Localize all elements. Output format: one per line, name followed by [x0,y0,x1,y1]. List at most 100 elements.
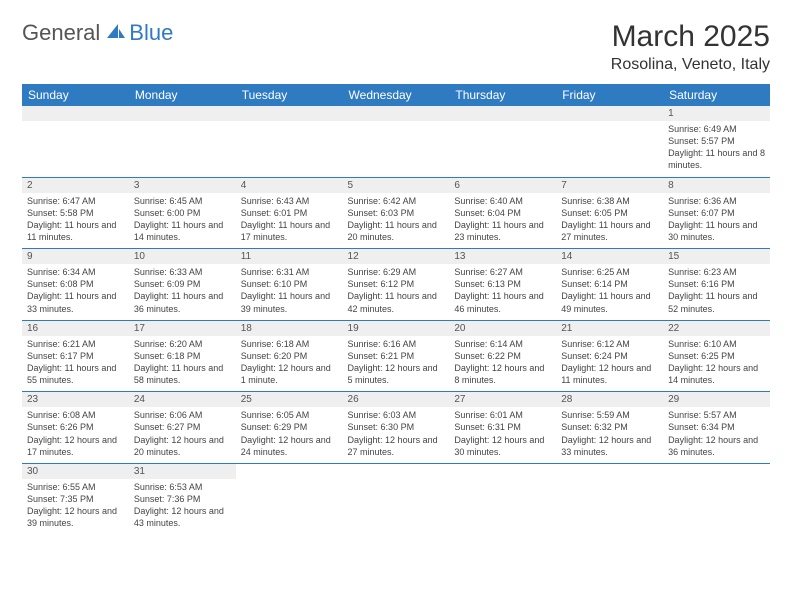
day-details: Sunrise: 6:34 AMSunset: 6:08 PMDaylight:… [22,264,129,320]
daylight-text: Daylight: 11 hours and 27 minutes. [561,219,658,243]
sunset-text: Sunset: 6:05 PM [561,207,658,219]
calendar-day-cell [449,463,556,534]
calendar-day-cell: 26Sunrise: 6:03 AMSunset: 6:30 PMDayligh… [343,392,450,464]
header: General Blue March 2025 Rosolina, Veneto… [22,20,770,74]
day-number: 20 [449,321,556,336]
sunrise-text: Sunrise: 6:10 AM [668,338,765,350]
day-number: 27 [449,392,556,407]
sunrise-text: Sunrise: 6:21 AM [27,338,124,350]
sunset-text: Sunset: 6:21 PM [348,350,445,362]
day-details: Sunrise: 5:57 AMSunset: 6:34 PMDaylight:… [663,407,770,463]
sunrise-text: Sunrise: 6:06 AM [134,409,231,421]
calendar-day-cell [556,106,663,177]
sunrise-text: Sunrise: 6:34 AM [27,266,124,278]
day-details: Sunrise: 6:20 AMSunset: 6:18 PMDaylight:… [129,336,236,392]
day-details: Sunrise: 6:40 AMSunset: 6:04 PMDaylight:… [449,193,556,249]
sunset-text: Sunset: 7:35 PM [27,493,124,505]
daylight-text: Daylight: 11 hours and 30 minutes. [668,219,765,243]
sunset-text: Sunset: 6:32 PM [561,421,658,433]
day-number: 11 [236,249,343,264]
calendar-day-cell: 20Sunrise: 6:14 AMSunset: 6:22 PMDayligh… [449,320,556,392]
sunrise-text: Sunrise: 6:36 AM [668,195,765,207]
sunrise-text: Sunrise: 6:27 AM [454,266,551,278]
day-details: Sunrise: 6:05 AMSunset: 6:29 PMDaylight:… [236,407,343,463]
calendar-day-cell: 21Sunrise: 6:12 AMSunset: 6:24 PMDayligh… [556,320,663,392]
sunset-text: Sunset: 6:25 PM [668,350,765,362]
sunset-text: Sunset: 6:13 PM [454,278,551,290]
sunset-text: Sunset: 6:34 PM [668,421,765,433]
calendar-day-cell: 18Sunrise: 6:18 AMSunset: 6:20 PMDayligh… [236,320,343,392]
daylight-text: Daylight: 11 hours and 36 minutes. [134,290,231,314]
daylight-text: Daylight: 12 hours and 11 minutes. [561,362,658,386]
daylight-text: Daylight: 11 hours and 11 minutes. [27,219,124,243]
day-details: Sunrise: 6:10 AMSunset: 6:25 PMDaylight:… [663,336,770,392]
calendar-day-cell [556,463,663,534]
sunrise-text: Sunrise: 6:12 AM [561,338,658,350]
calendar-week-row: 30Sunrise: 6:55 AMSunset: 7:35 PMDayligh… [22,463,770,534]
weekday-header: Monday [129,84,236,106]
day-details: Sunrise: 5:59 AMSunset: 6:32 PMDaylight:… [556,407,663,463]
daylight-text: Daylight: 11 hours and 58 minutes. [134,362,231,386]
daylight-text: Daylight: 11 hours and 14 minutes. [134,219,231,243]
sunrise-text: Sunrise: 6:38 AM [561,195,658,207]
daylight-text: Daylight: 12 hours and 17 minutes. [27,434,124,458]
sunrise-text: Sunrise: 6:05 AM [241,409,338,421]
day-number: 4 [236,178,343,193]
calendar-day-cell [663,463,770,534]
sunset-text: Sunset: 6:29 PM [241,421,338,433]
calendar-day-cell: 17Sunrise: 6:20 AMSunset: 6:18 PMDayligh… [129,320,236,392]
day-number: 17 [129,321,236,336]
calendar-table: Sunday Monday Tuesday Wednesday Thursday… [22,84,770,534]
daylight-text: Daylight: 12 hours and 1 minute. [241,362,338,386]
day-details: Sunrise: 6:23 AMSunset: 6:16 PMDaylight:… [663,264,770,320]
day-number: 18 [236,321,343,336]
calendar-day-cell [449,106,556,177]
daylight-text: Daylight: 12 hours and 30 minutes. [454,434,551,458]
daylight-text: Daylight: 12 hours and 20 minutes. [134,434,231,458]
calendar-day-cell: 27Sunrise: 6:01 AMSunset: 6:31 PMDayligh… [449,392,556,464]
day-number: 12 [343,249,450,264]
sunset-text: Sunset: 6:08 PM [27,278,124,290]
sunrise-text: Sunrise: 5:59 AM [561,409,658,421]
sunset-text: Sunset: 6:00 PM [134,207,231,219]
calendar-day-cell: 25Sunrise: 6:05 AMSunset: 6:29 PMDayligh… [236,392,343,464]
day-details: Sunrise: 6:45 AMSunset: 6:00 PMDaylight:… [129,193,236,249]
daylight-text: Daylight: 11 hours and 46 minutes. [454,290,551,314]
sunrise-text: Sunrise: 6:47 AM [27,195,124,207]
sunset-text: Sunset: 6:17 PM [27,350,124,362]
day-details: Sunrise: 6:12 AMSunset: 6:24 PMDaylight:… [556,336,663,392]
weekday-header: Friday [556,84,663,106]
weekday-header: Wednesday [343,84,450,106]
day-details: Sunrise: 6:36 AMSunset: 6:07 PMDaylight:… [663,193,770,249]
sunset-text: Sunset: 6:07 PM [668,207,765,219]
sunset-text: Sunset: 6:27 PM [134,421,231,433]
calendar-week-row: 2Sunrise: 6:47 AMSunset: 5:58 PMDaylight… [22,177,770,249]
calendar-week-row: 1Sunrise: 6:49 AMSunset: 5:57 PMDaylight… [22,106,770,177]
calendar-week-row: 16Sunrise: 6:21 AMSunset: 6:17 PMDayligh… [22,320,770,392]
sunset-text: Sunset: 6:01 PM [241,207,338,219]
sunrise-text: Sunrise: 6:49 AM [668,123,765,135]
day-number: 19 [343,321,450,336]
daylight-text: Daylight: 12 hours and 14 minutes. [668,362,765,386]
day-details: Sunrise: 6:43 AMSunset: 6:01 PMDaylight:… [236,193,343,249]
sunrise-text: Sunrise: 6:03 AM [348,409,445,421]
daylight-text: Daylight: 12 hours and 5 minutes. [348,362,445,386]
day-details: Sunrise: 6:27 AMSunset: 6:13 PMDaylight:… [449,264,556,320]
day-details: Sunrise: 6:29 AMSunset: 6:12 PMDaylight:… [343,264,450,320]
logo-sail-icon [105,22,127,45]
daylight-text: Daylight: 11 hours and 55 minutes. [27,362,124,386]
logo-text-blue: Blue [129,20,173,46]
day-number-empty [343,106,450,121]
location-subtitle: Rosolina, Veneto, Italy [611,56,770,74]
sunset-text: Sunset: 6:09 PM [134,278,231,290]
daylight-text: Daylight: 12 hours and 43 minutes. [134,505,231,529]
day-details: Sunrise: 6:49 AMSunset: 5:57 PMDaylight:… [663,121,770,177]
daylight-text: Daylight: 11 hours and 20 minutes. [348,219,445,243]
day-number: 3 [129,178,236,193]
calendar-day-cell: 13Sunrise: 6:27 AMSunset: 6:13 PMDayligh… [449,249,556,321]
day-number: 16 [22,321,129,336]
daylight-text: Daylight: 11 hours and 23 minutes. [454,219,551,243]
calendar-day-cell: 23Sunrise: 6:08 AMSunset: 6:26 PMDayligh… [22,392,129,464]
calendar-day-cell: 4Sunrise: 6:43 AMSunset: 6:01 PMDaylight… [236,177,343,249]
sunrise-text: Sunrise: 6:53 AM [134,481,231,493]
